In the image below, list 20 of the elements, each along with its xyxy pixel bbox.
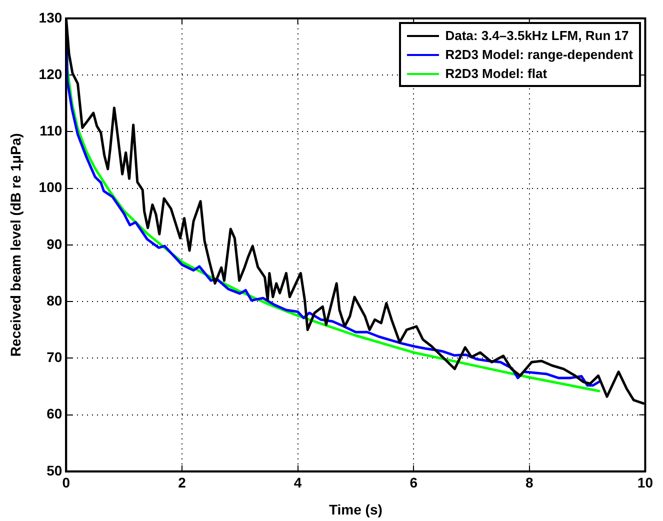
y-tick-label: 110 [40, 122, 62, 139]
x-tick-label: 10 [637, 474, 654, 491]
y-tick-label: 130 [38, 9, 62, 26]
x-tick-label: 4 [294, 474, 302, 491]
x-tick-label: 8 [526, 474, 534, 491]
legend-label: R2D3 Model: range-dependent [445, 47, 633, 62]
y-tick-label: 60 [46, 406, 62, 422]
y-tick-label: 80 [46, 292, 62, 308]
y-tick-label: 90 [46, 236, 62, 252]
x-tick-label: 0 [62, 474, 70, 491]
legend-label: Data: 3.4–3.5kHz LFM, Run 17 [445, 28, 629, 44]
y-tick-label: 50 [46, 462, 62, 478]
y-tick-label: 70 [46, 349, 62, 366]
x-tick-label: 2 [178, 474, 186, 491]
y-axis-title: Received beam level (dB re 1μPa) [7, 133, 24, 357]
legend-label: R2D3 Model: flat [445, 66, 548, 82]
x-axis-title: Time (s) [328, 501, 382, 518]
y-tick-label: 120 [38, 66, 62, 82]
y-tick-label: 100 [38, 179, 62, 196]
x-tick-label: 6 [410, 474, 418, 491]
